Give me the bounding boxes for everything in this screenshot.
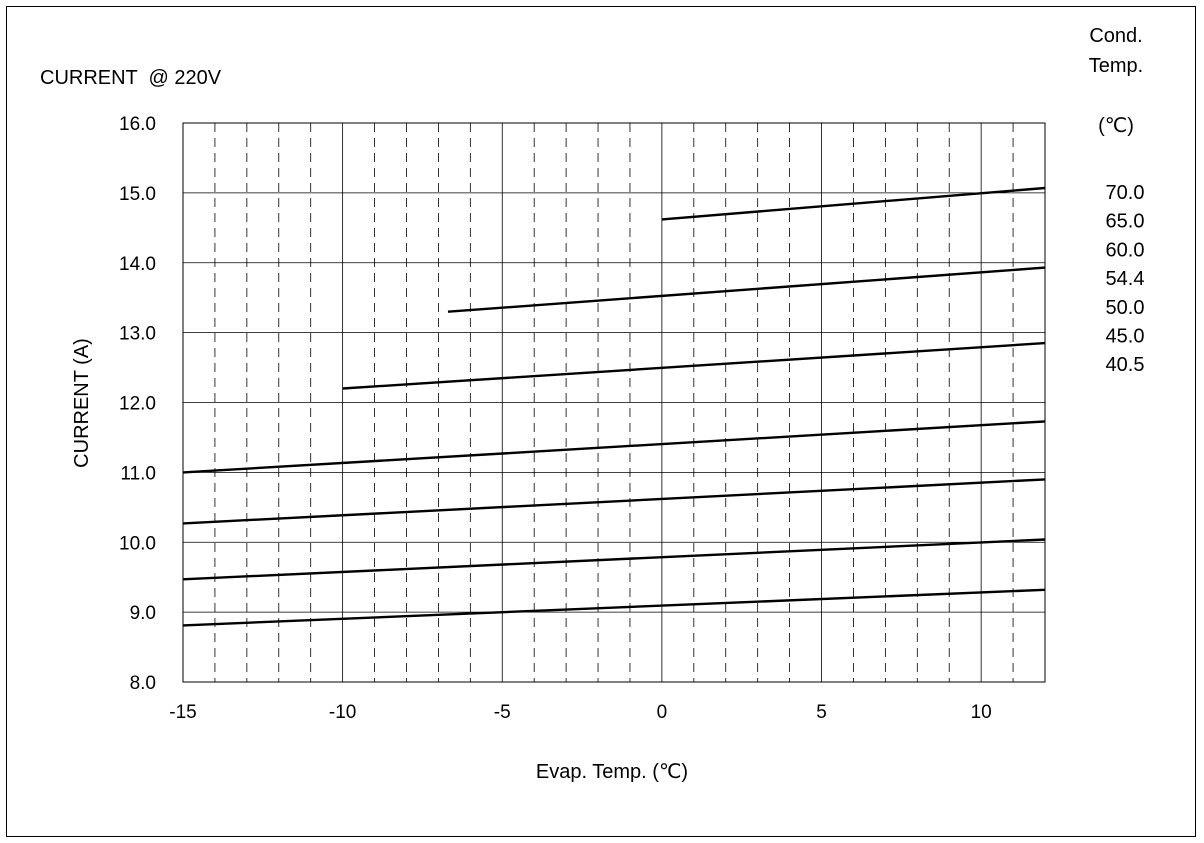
legend-entries: 70.0 65.0 60.0 54.4 50.0 45.0 40.5 xyxy=(1106,182,1145,376)
chart-frame xyxy=(6,6,1196,837)
legend-entry: 60.0 xyxy=(1106,239,1145,261)
series-line-60.0 xyxy=(342,341,1046,390)
y-tick-label: 15.0 xyxy=(119,184,156,205)
legend-entry: 65.0 xyxy=(1106,211,1145,233)
series-line-65.0 xyxy=(447,266,1046,313)
y-tick-label: 12.0 xyxy=(119,394,156,415)
y-tick-label: 16.0 xyxy=(119,114,156,135)
x-tick-label: -5 xyxy=(494,702,511,723)
y-tick-label: 14.0 xyxy=(119,254,156,275)
x-tick-label: 0 xyxy=(657,702,668,723)
y-tick-label: 10.0 xyxy=(119,533,156,554)
series-line-50.0 xyxy=(182,478,1046,525)
legend-entry: 54.4 xyxy=(1106,268,1145,290)
y-tick-label: 13.0 xyxy=(119,324,156,345)
series-layer xyxy=(182,186,1046,627)
legend-entry: 45.0 xyxy=(1106,326,1145,348)
chart-title: CURRENT @ 220V xyxy=(40,67,222,89)
legend-entry: 70.0 xyxy=(1106,182,1145,204)
x-tick-labels: -15 -10 -5 0 5 10 xyxy=(169,702,991,723)
plot-border xyxy=(182,122,1046,683)
y-axis-label: CURRENT (A) xyxy=(71,338,93,468)
x-tick-label: 10 xyxy=(971,702,992,723)
series-line-54.4 xyxy=(182,420,1046,474)
x-tick-label: -10 xyxy=(329,702,356,723)
y-tick-label: 9.0 xyxy=(130,603,156,624)
legend-title-line-3: (℃) xyxy=(1098,115,1134,137)
series-line-45.0 xyxy=(182,538,1046,581)
legend: Cond. Temp. (℃) 70.0 65.0 60.0 54.4 50.0 45.0… xyxy=(1089,25,1145,376)
x-tick-label: -15 xyxy=(169,702,196,723)
y-tick-label: 11.0 xyxy=(120,463,156,484)
series-line-40.5 xyxy=(182,588,1046,627)
y-tick-label: 8.0 xyxy=(130,673,156,694)
x-tick-label: 5 xyxy=(816,702,827,723)
legend-title-line-1: Cond. xyxy=(1089,25,1142,47)
y-tick-labels: 8.0 9.0 10.0 11.0 12.0 13.0 14.0 15.0 16.0 xyxy=(119,114,156,694)
legend-entry: 50.0 xyxy=(1106,297,1145,319)
series-line-70.0 xyxy=(661,186,1046,221)
legend-title-line-2: Temp. xyxy=(1089,55,1143,77)
legend-entry: 40.5 xyxy=(1106,354,1145,376)
grid xyxy=(183,123,1045,682)
x-axis-label: Evap. Temp. (℃) xyxy=(536,761,688,783)
